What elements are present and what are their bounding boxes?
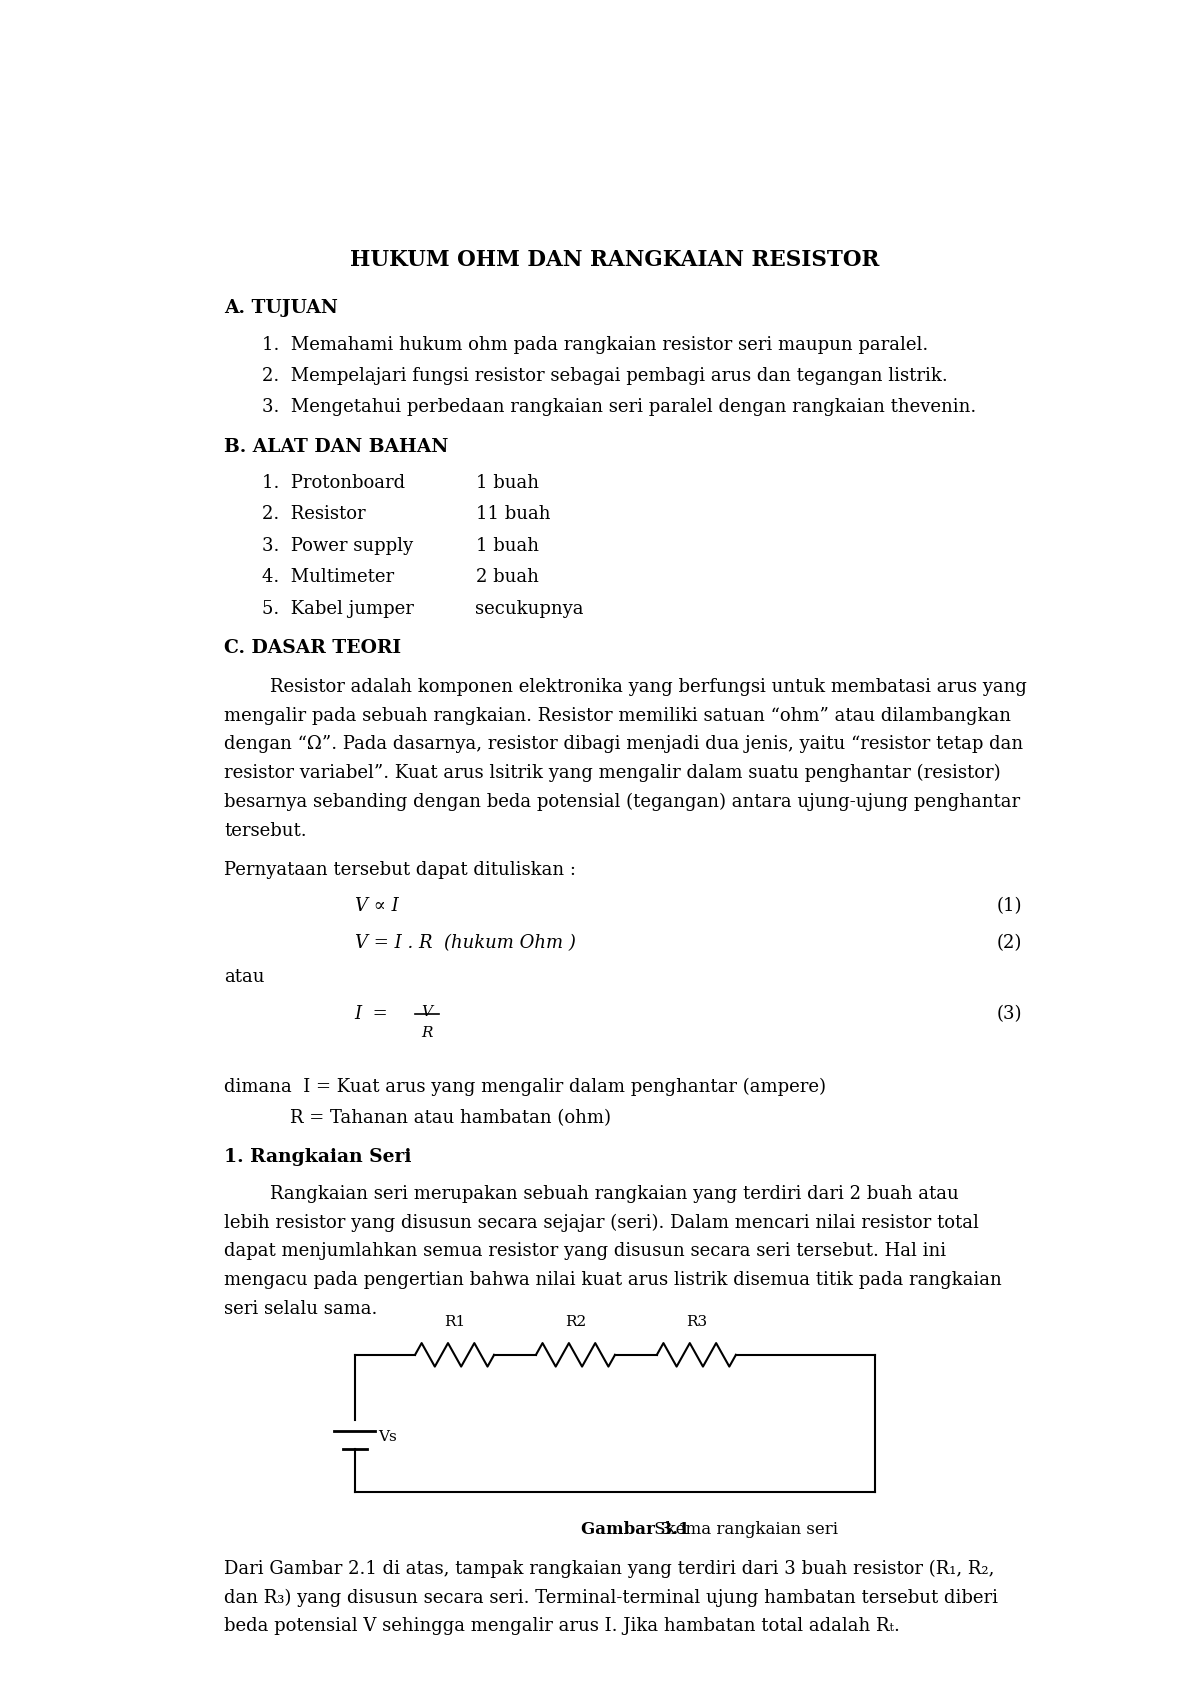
Text: 1.  Memahami hukum ohm pada rangkaian resistor seri maupun paralel.: 1. Memahami hukum ohm pada rangkaian res… <box>262 336 928 353</box>
Text: 1 buah: 1 buah <box>475 473 539 492</box>
Text: Resistor adalah komponen elektronika yang berfungsi untuk membatasi arus yang: Resistor adalah komponen elektronika yan… <box>224 679 1027 696</box>
Text: Skema rangkaian seri: Skema rangkaian seri <box>649 1521 838 1537</box>
Text: C. DASAR TEORI: C. DASAR TEORI <box>224 638 402 657</box>
Text: tersebut.: tersebut. <box>224 821 307 840</box>
Text: Gambar 3.1: Gambar 3.1 <box>581 1521 690 1537</box>
Text: I  =: I = <box>355 1005 389 1023</box>
Text: A. TUJUAN: A. TUJUAN <box>224 299 338 317</box>
Text: Pernyataan tersebut dapat dituliskan :: Pernyataan tersebut dapat dituliskan : <box>224 860 576 879</box>
Text: (1): (1) <box>996 898 1022 915</box>
Text: V = I . R  (hukum Ohm ): V = I . R (hukum Ohm ) <box>355 933 576 952</box>
Text: 2 buah: 2 buah <box>475 568 539 585</box>
Text: 11 buah: 11 buah <box>475 506 550 523</box>
Text: Dari Gambar 2.1 di atas, tampak rangkaian yang terdiri dari 3 buah resistor (R₁,: Dari Gambar 2.1 di atas, tampak rangkaia… <box>224 1560 995 1578</box>
Text: 3.  Power supply: 3. Power supply <box>262 536 413 555</box>
Text: seri selalu sama.: seri selalu sama. <box>224 1300 378 1319</box>
Text: V: V <box>421 1005 433 1018</box>
Text: B. ALAT DAN BAHAN: B. ALAT DAN BAHAN <box>224 438 449 455</box>
Text: 3.  Mengetahui perbedaan rangkaian seri paralel dengan rangkaian thevenin.: 3. Mengetahui perbedaan rangkaian seri p… <box>262 399 976 416</box>
Text: 4.  Multimeter: 4. Multimeter <box>262 568 394 585</box>
Text: V ∝ I: V ∝ I <box>355 898 398 915</box>
Text: mengacu pada pengertian bahwa nilai kuat arus listrik disemua titik pada rangkai: mengacu pada pengertian bahwa nilai kuat… <box>224 1271 1002 1290</box>
Text: 1.  Protonboard: 1. Protonboard <box>262 473 404 492</box>
Text: lebih resistor yang disusun secara sejajar (seri). Dalam mencari nilai resistor : lebih resistor yang disusun secara sejaj… <box>224 1213 979 1232</box>
Text: R: R <box>421 1025 433 1040</box>
Text: mengalir pada sebuah rangkaian. Resistor memiliki satuan “ohm” atau dilambangkan: mengalir pada sebuah rangkaian. Resistor… <box>224 706 1012 725</box>
Text: beda potensial V sehingga mengalir arus I. Jika hambatan total adalah Rₜ.: beda potensial V sehingga mengalir arus … <box>224 1617 900 1636</box>
Text: 1 buah: 1 buah <box>475 536 539 555</box>
Text: resistor variabel”. Kuat arus lsitrik yang mengalir dalam suatu penghantar (resi: resistor variabel”. Kuat arus lsitrik ya… <box>224 764 1001 782</box>
Text: 2.  Mempelajari fungsi resistor sebagai pembagi arus dan tegangan listrik.: 2. Mempelajari fungsi resistor sebagai p… <box>262 367 947 385</box>
Text: (3): (3) <box>996 1005 1022 1023</box>
Text: R2: R2 <box>565 1315 586 1329</box>
Text: 1. Rangkaian Seri: 1. Rangkaian Seri <box>224 1149 412 1166</box>
Text: Rangkaian seri merupakan sebuah rangkaian yang terdiri dari 2 buah atau: Rangkaian seri merupakan sebuah rangkaia… <box>224 1185 959 1203</box>
Text: besarnya sebanding dengan beda potensial (tegangan) antara ujung-ujung penghanta: besarnya sebanding dengan beda potensial… <box>224 792 1020 811</box>
Text: Vs: Vs <box>378 1431 396 1444</box>
Text: 2.  Resistor: 2. Resistor <box>262 506 365 523</box>
Text: (2): (2) <box>996 933 1021 952</box>
Text: atau: atau <box>224 967 265 986</box>
Text: HUKUM OHM DAN RANGKAIAN RESISTOR: HUKUM OHM DAN RANGKAIAN RESISTOR <box>350 249 880 272</box>
Text: R1: R1 <box>444 1315 466 1329</box>
Text: dan R₃) yang disusun secara seri. Terminal-terminal ujung hambatan tersebut dibe: dan R₃) yang disusun secara seri. Termin… <box>224 1588 998 1607</box>
Text: 5.  Kabel jumper: 5. Kabel jumper <box>262 599 414 618</box>
Text: dimana  I = Kuat arus yang mengalir dalam penghantar (ampere): dimana I = Kuat arus yang mengalir dalam… <box>224 1078 827 1096</box>
Text: secukupnya: secukupnya <box>475 599 584 618</box>
Text: R = Tahanan atau hambatan (ohm): R = Tahanan atau hambatan (ohm) <box>289 1110 611 1127</box>
Text: dapat menjumlahkan semua resistor yang disusun secara seri tersebut. Hal ini: dapat menjumlahkan semua resistor yang d… <box>224 1242 947 1261</box>
Text: dengan “Ω”. Pada dasarnya, resistor dibagi menjadi dua jenis, yaitu “resistor te: dengan “Ω”. Pada dasarnya, resistor diba… <box>224 735 1024 753</box>
Text: R3: R3 <box>686 1315 707 1329</box>
